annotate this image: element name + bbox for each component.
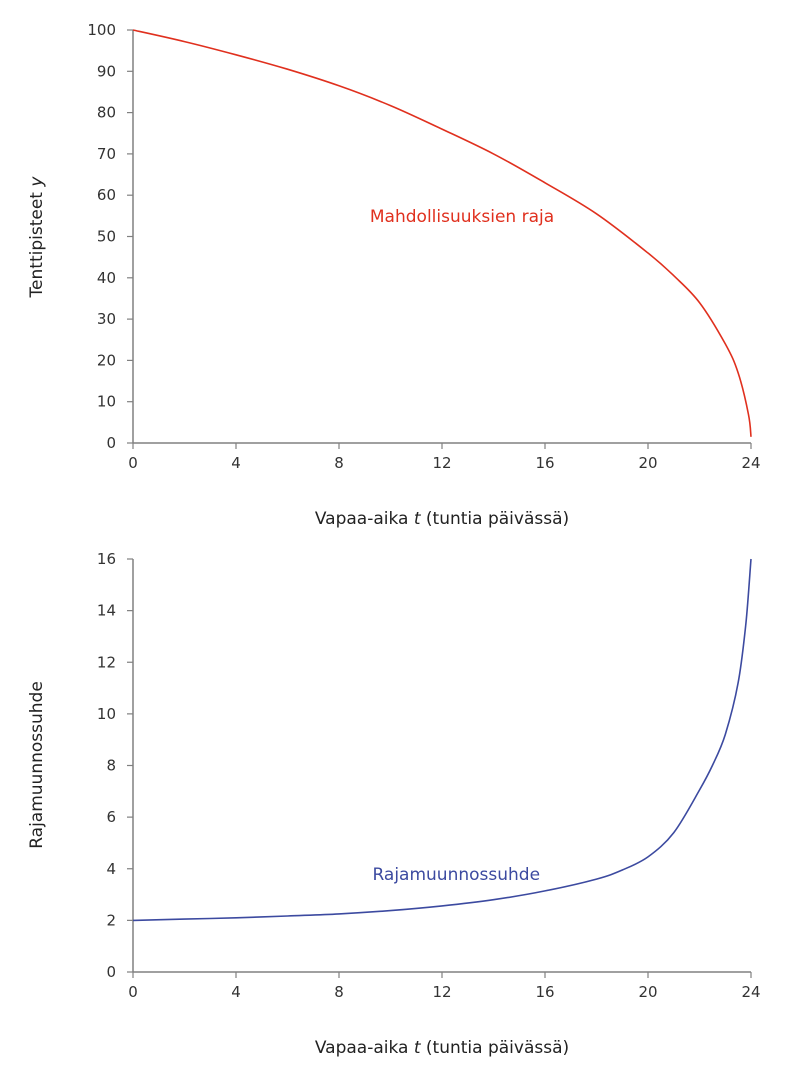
x-tick-label: 20	[638, 983, 657, 1001]
y-axis-ticks: 0 10 20 30 40 50 60 70 80 90 100	[87, 21, 133, 452]
y-tick-label: 40	[97, 269, 116, 287]
y-tick-label: 6	[106, 808, 116, 826]
mrt-curve-label: Rajamuunnossuhde	[372, 865, 540, 885]
y-tick-label: 0	[106, 434, 116, 452]
y-tick-label: 50	[97, 228, 116, 246]
x-axis-title: Vapaa-aika t (tuntia päivässä)	[315, 509, 569, 529]
y-tick-label: 2	[106, 911, 116, 929]
y-tick-label: 10	[97, 705, 116, 723]
y-axis-ticks: 0 2 4 6 8 10 12 14 16	[97, 550, 133, 981]
y-tick-label: 16	[97, 550, 116, 568]
x-tick-label: 8	[334, 454, 344, 472]
y-tick-label: 90	[97, 62, 116, 80]
y-tick-label: 20	[97, 351, 116, 369]
x-tick-label: 12	[432, 983, 451, 1001]
x-tick-label: 24	[741, 454, 760, 472]
mrt-curve	[132, 558, 752, 922]
x-tick-label: 0	[128, 454, 138, 472]
x-tick-label: 16	[535, 454, 554, 472]
x-tick-label: 4	[231, 454, 241, 472]
ppf-curve	[132, 29, 752, 437]
x-tick-label: 24	[741, 983, 760, 1001]
y-tick-label: 12	[97, 653, 116, 671]
x-axis-ticks: 0 4 8 12 16 20 24	[128, 972, 761, 1001]
ppf-curve-label: Mahdollisuuksien raja	[370, 207, 554, 227]
y-tick-label: 8	[106, 757, 116, 775]
ppf-chart: 0 10 20 30 40 50 60 70 80 90 100 0 4 8 12 16 20 24 Mahdo…	[27, 21, 761, 529]
y-tick-label: 80	[97, 104, 116, 122]
y-tick-label: 70	[97, 145, 116, 163]
x-tick-label: 0	[128, 983, 138, 1001]
x-axis-ticks: 0 4 8 12 16 20 24	[128, 443, 761, 472]
y-tick-label: 0	[106, 963, 116, 981]
y-tick-label: 14	[97, 602, 116, 620]
y-tick-label: 30	[97, 310, 116, 328]
y-tick-label: 100	[87, 21, 116, 39]
y-tick-label: 4	[106, 860, 116, 878]
y-axis-title: Rajamuunnossuhde	[27, 681, 47, 849]
x-tick-label: 20	[638, 454, 657, 472]
x-tick-label: 12	[432, 454, 451, 472]
y-tick-label: 10	[97, 393, 116, 411]
x-axis-title: Vapaa-aika t (tuntia päivässä)	[315, 1038, 569, 1058]
y-tick-label: 60	[97, 186, 116, 204]
x-tick-label: 8	[334, 983, 344, 1001]
x-tick-label: 16	[535, 983, 554, 1001]
y-axis-title: Tenttipisteet y	[27, 176, 47, 299]
x-tick-label: 4	[231, 983, 241, 1001]
